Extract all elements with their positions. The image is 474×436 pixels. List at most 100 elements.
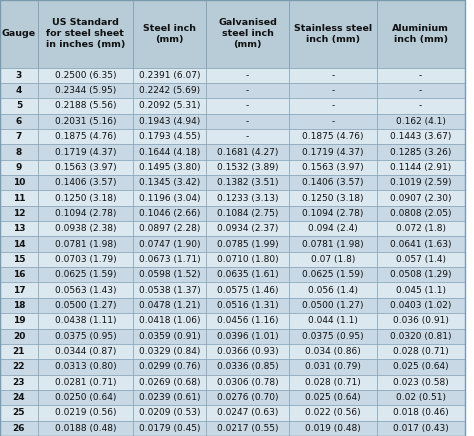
- Bar: [38, 206, 133, 221]
- Text: 15: 15: [13, 255, 25, 264]
- Text: 0.1495 (3.80): 0.1495 (3.80): [139, 163, 200, 172]
- Bar: [133, 160, 206, 175]
- Bar: [133, 114, 206, 129]
- Bar: [206, 83, 289, 98]
- Bar: [38, 359, 133, 375]
- Bar: [0, 329, 38, 344]
- Bar: [133, 191, 206, 206]
- Bar: [206, 421, 289, 436]
- Text: 0.0500 (1.27): 0.0500 (1.27): [302, 301, 364, 310]
- Bar: [377, 68, 465, 83]
- Text: -: -: [246, 132, 249, 141]
- Text: 12: 12: [13, 209, 25, 218]
- Bar: [38, 313, 133, 329]
- Text: 0.2500 (6.35): 0.2500 (6.35): [55, 71, 116, 80]
- Bar: [133, 359, 206, 375]
- Text: 0.0635 (1.61): 0.0635 (1.61): [217, 270, 279, 279]
- Text: 16: 16: [13, 270, 25, 279]
- Text: 0.1144 (2.91): 0.1144 (2.91): [390, 163, 451, 172]
- Text: 0.019 (0.48): 0.019 (0.48): [305, 424, 361, 433]
- Bar: [133, 83, 206, 98]
- Text: 0.0673 (1.71): 0.0673 (1.71): [138, 255, 201, 264]
- Text: 0.1443 (3.67): 0.1443 (3.67): [390, 132, 451, 141]
- Text: 0.0456 (1.16): 0.0456 (1.16): [217, 317, 278, 325]
- Text: 0.162 (4.1): 0.162 (4.1): [396, 117, 446, 126]
- Bar: [206, 252, 289, 267]
- Text: 0.1250 (3.18): 0.1250 (3.18): [302, 194, 364, 203]
- Text: 0.1094 (2.78): 0.1094 (2.78): [55, 209, 116, 218]
- Text: 0.0276 (0.70): 0.0276 (0.70): [217, 393, 278, 402]
- Bar: [206, 267, 289, 283]
- Bar: [38, 421, 133, 436]
- Text: 0.057 (1.4): 0.057 (1.4): [396, 255, 446, 264]
- Text: 0.045 (1.1): 0.045 (1.1): [396, 286, 446, 295]
- Bar: [289, 83, 377, 98]
- Text: 19: 19: [13, 317, 25, 325]
- Bar: [377, 359, 465, 375]
- Text: 23: 23: [13, 378, 25, 387]
- Bar: [289, 252, 377, 267]
- Text: 0.1563 (3.97): 0.1563 (3.97): [55, 163, 116, 172]
- Bar: [206, 191, 289, 206]
- Bar: [0, 0, 38, 68]
- Text: 0.1406 (3.57): 0.1406 (3.57): [55, 178, 116, 187]
- Text: -: -: [331, 102, 335, 110]
- Bar: [38, 114, 133, 129]
- Text: 5: 5: [16, 102, 22, 110]
- Bar: [133, 0, 206, 68]
- Text: 0.1943 (4.94): 0.1943 (4.94): [139, 117, 200, 126]
- Text: 0.056 (1.4): 0.056 (1.4): [308, 286, 358, 295]
- Text: -: -: [419, 102, 422, 110]
- Text: 26: 26: [13, 424, 25, 433]
- Text: Steel inch
(mm): Steel inch (mm): [143, 24, 196, 44]
- Bar: [206, 283, 289, 298]
- Text: 0.0396 (1.01): 0.0396 (1.01): [217, 332, 279, 341]
- Bar: [38, 329, 133, 344]
- Text: 0.0219 (0.56): 0.0219 (0.56): [55, 409, 116, 418]
- Text: 0.025 (0.64): 0.025 (0.64): [305, 393, 361, 402]
- Bar: [289, 390, 377, 405]
- Bar: [133, 98, 206, 114]
- Bar: [38, 129, 133, 144]
- Text: Aluminium
inch (mm): Aluminium inch (mm): [392, 24, 449, 44]
- Text: 0.0336 (0.85): 0.0336 (0.85): [217, 362, 279, 371]
- Text: 0.1644 (4.18): 0.1644 (4.18): [139, 147, 200, 157]
- Bar: [0, 405, 38, 421]
- Text: 0.1681 (4.27): 0.1681 (4.27): [217, 147, 278, 157]
- Text: -: -: [246, 117, 249, 126]
- Bar: [206, 221, 289, 236]
- Bar: [38, 298, 133, 313]
- Text: Stainless steel
inch (mm): Stainless steel inch (mm): [294, 24, 372, 44]
- Bar: [289, 175, 377, 191]
- Bar: [0, 98, 38, 114]
- Bar: [133, 206, 206, 221]
- Text: 0.1196 (3.04): 0.1196 (3.04): [139, 194, 200, 203]
- Text: 0.1345 (3.42): 0.1345 (3.42): [139, 178, 200, 187]
- Bar: [0, 252, 38, 267]
- Text: 0.07 (1.8): 0.07 (1.8): [311, 255, 355, 264]
- Bar: [377, 267, 465, 283]
- Bar: [38, 175, 133, 191]
- Text: 0.0188 (0.48): 0.0188 (0.48): [55, 424, 116, 433]
- Bar: [377, 252, 465, 267]
- Bar: [38, 98, 133, 114]
- Bar: [206, 390, 289, 405]
- Bar: [289, 283, 377, 298]
- Bar: [0, 160, 38, 175]
- Text: -: -: [246, 86, 249, 95]
- Text: 0.0179 (0.45): 0.0179 (0.45): [139, 424, 200, 433]
- Bar: [289, 359, 377, 375]
- Bar: [133, 267, 206, 283]
- Bar: [377, 98, 465, 114]
- Bar: [206, 160, 289, 175]
- Bar: [38, 221, 133, 236]
- Bar: [0, 390, 38, 405]
- Bar: [133, 405, 206, 421]
- Text: 0.0418 (1.06): 0.0418 (1.06): [139, 317, 200, 325]
- Text: 0.022 (0.56): 0.022 (0.56): [305, 409, 361, 418]
- Bar: [377, 421, 465, 436]
- Text: 3: 3: [16, 71, 22, 80]
- Bar: [0, 221, 38, 236]
- Text: 0.0703 (1.79): 0.0703 (1.79): [55, 255, 116, 264]
- Text: 6: 6: [16, 117, 22, 126]
